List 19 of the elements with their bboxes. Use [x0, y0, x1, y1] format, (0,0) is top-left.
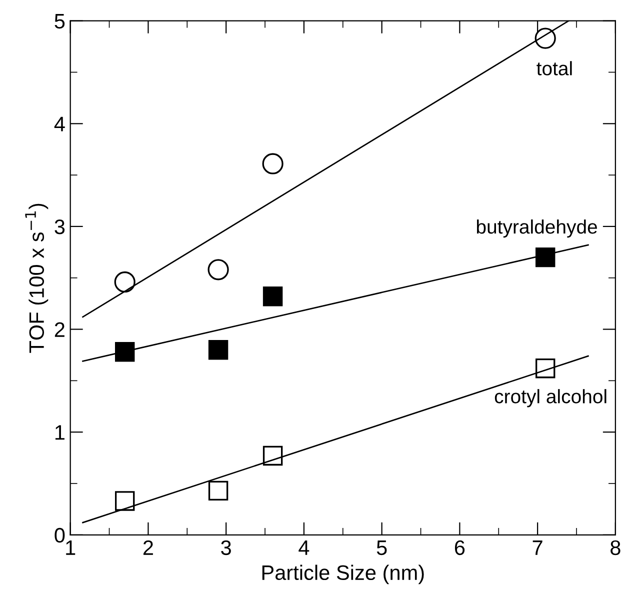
y-tick-label: 0: [54, 528, 65, 543]
y-axis-title: TOF (100 x s$^{−1}$): [25, 204, 48, 353]
y-tick-label: 3: [54, 219, 65, 234]
x-tick-label: 3: [221, 540, 231, 556]
series-label: crotyl alcohol: [494, 389, 606, 408]
y-tick-label: 4: [54, 116, 65, 132]
x-axis-title: Particle Size (nm): [262, 564, 424, 584]
x-tick-label: 2: [143, 540, 153, 555]
x-tick-label: 5: [376, 540, 387, 556]
x-tick-label: 7: [532, 540, 542, 555]
legend-label: total: [536, 61, 572, 76]
y-tick-label: 5: [54, 14, 65, 29]
y-tick-label: 1: [55, 425, 64, 440]
x-tick-label: 1: [66, 540, 76, 555]
legend-label: butyraldehyde: [476, 219, 598, 238]
x-tick-label: 8: [610, 540, 620, 556]
y-tick-label: 2: [54, 322, 64, 337]
x-tick-label: 6: [454, 540, 465, 556]
x-tick-label: 4: [298, 540, 310, 555]
